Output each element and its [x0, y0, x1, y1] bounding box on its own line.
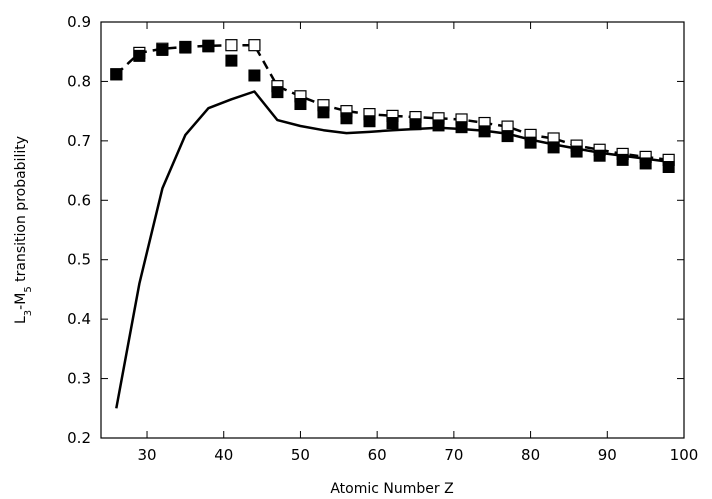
y-tick-label: 0.2 [67, 429, 91, 447]
plot-frame [100, 21, 685, 439]
data-point-filled [133, 49, 146, 62]
x-axis: 30 40 50 60 70 80 90 100 [137, 22, 698, 464]
data-point-filled [225, 54, 238, 67]
x-tick-label: 30 [137, 446, 156, 464]
y-tick-label: 0.9 [67, 13, 91, 31]
data-point-filled [409, 118, 422, 131]
y-tick-label: 0.3 [67, 370, 91, 388]
y-axis-title-sub1: 3 [23, 310, 34, 316]
data-point-filled [455, 121, 468, 134]
y-tick-label: 0.7 [67, 132, 91, 150]
y-axis-title-sub2: 5 [23, 286, 34, 292]
y-tick-label: 0.4 [67, 310, 91, 328]
data-point-filled [662, 161, 675, 174]
data-point-filled [639, 157, 652, 170]
series-layer [110, 39, 675, 409]
y-axis: 0.2 0.3 0.4 0.5 0.6 0.7 0.8 0.9 [67, 13, 684, 447]
data-point-filled [248, 69, 261, 82]
data-point-filled [156, 43, 169, 56]
data-point-filled [432, 119, 445, 132]
data-point-filled [570, 145, 583, 158]
y-tick-label: 0.6 [67, 191, 91, 209]
x-tick-label: 40 [214, 446, 233, 464]
data-point-filled [202, 40, 215, 53]
data-point-filled [593, 149, 606, 162]
data-point-filled [616, 153, 629, 166]
data-point-filled [547, 141, 560, 154]
data-point-filled [294, 98, 307, 111]
x-tick-label: 50 [291, 446, 310, 464]
x-tick-label: 100 [670, 446, 699, 464]
data-point-filled [179, 41, 192, 54]
x-tick-label: 70 [444, 446, 463, 464]
series-1 [110, 39, 675, 166]
y-axis-title-suffix: transition probability [13, 136, 29, 286]
y-tick-label: 0.8 [67, 72, 91, 90]
data-point-filled [271, 86, 284, 99]
x-tick-label: 80 [521, 446, 540, 464]
data-point-open [248, 39, 261, 52]
x-axis-title: Atomic Number Z [330, 481, 453, 497]
series-2 [110, 40, 675, 174]
data-point-filled [524, 136, 537, 149]
series-line-solid [115, 90, 669, 409]
series-line-dashed [115, 43, 669, 162]
x-tick-label: 60 [368, 446, 387, 464]
svg-text:L3-M5 transition probability: L3-M5 transition probability [13, 136, 34, 324]
x-tick-label: 90 [598, 446, 617, 464]
data-point-filled [386, 117, 399, 130]
data-point-filled [317, 106, 330, 119]
data-point-filled [478, 125, 491, 138]
data-point-filled [363, 115, 376, 128]
y-axis-title-mid: -M [13, 293, 29, 310]
data-point-filled [340, 112, 353, 125]
y-axis-title-prefix: L [13, 316, 29, 324]
series-0 [115, 90, 669, 409]
data-point-open [225, 39, 238, 52]
y-tick-label: 0.5 [67, 251, 91, 269]
data-point-filled [110, 68, 123, 81]
y-axis-title: L3-M5 transition probability [13, 136, 34, 324]
data-point-filled [501, 130, 514, 143]
